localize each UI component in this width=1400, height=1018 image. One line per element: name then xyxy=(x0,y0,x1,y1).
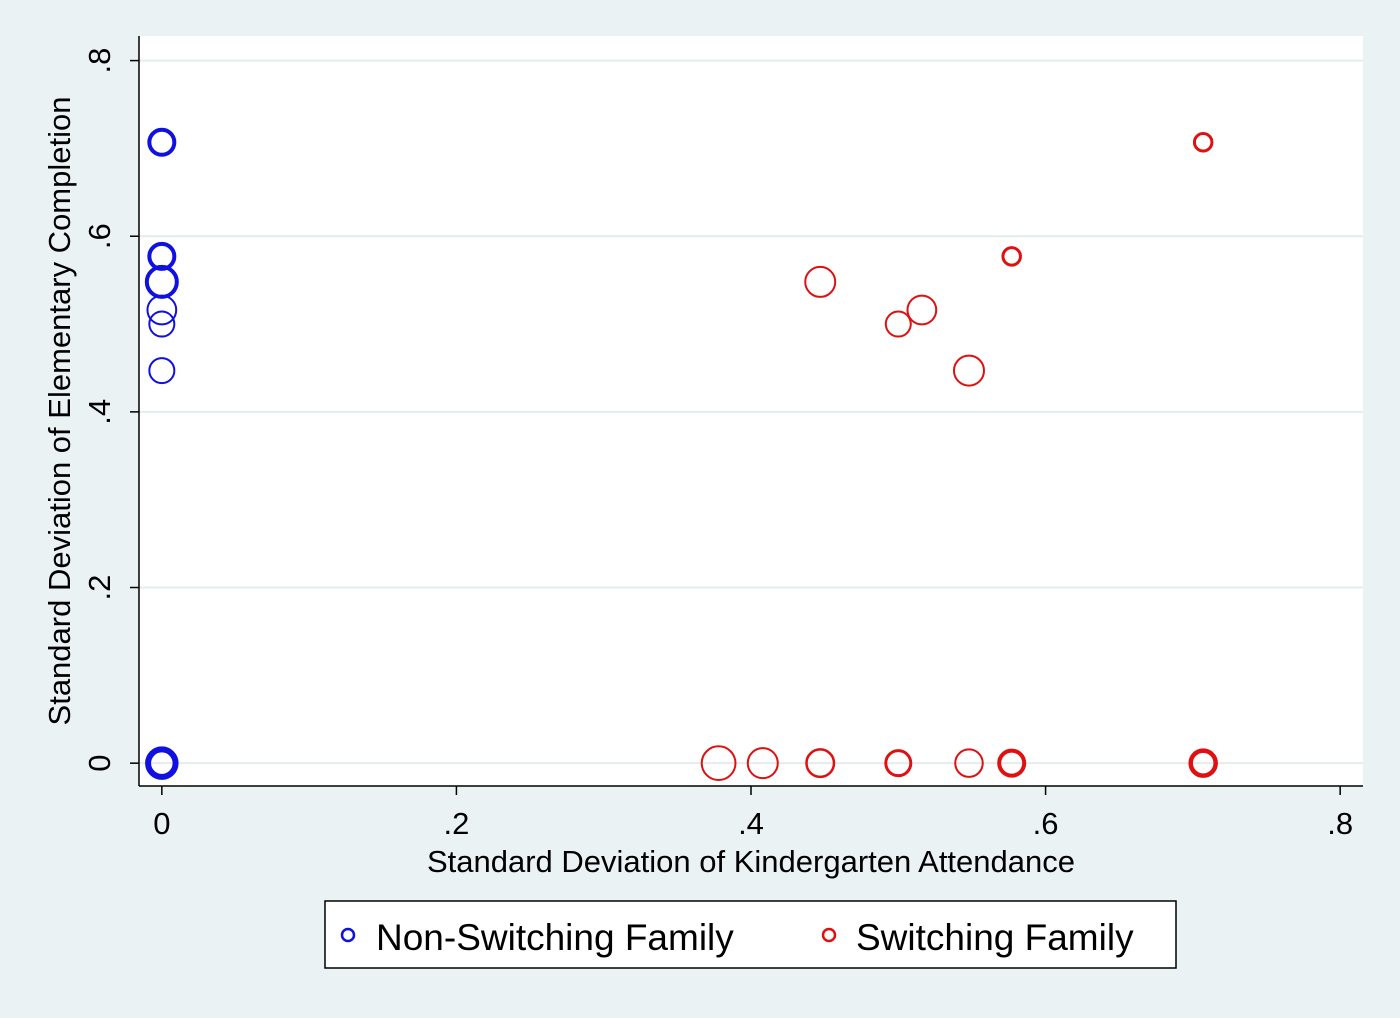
legend-label-non-switching: Non-Switching Family xyxy=(376,917,734,958)
data-point xyxy=(148,310,176,338)
data-point xyxy=(746,747,779,780)
data-point xyxy=(805,748,836,779)
data-point xyxy=(804,265,837,298)
x-axis-title: Standard Deviation of Kindergarten Atten… xyxy=(427,844,1075,879)
y-tick-label: 0 xyxy=(82,755,117,772)
data-point xyxy=(146,294,178,326)
data-point xyxy=(952,354,985,387)
series-switching xyxy=(700,132,1218,782)
data-point xyxy=(145,746,179,780)
data-point xyxy=(884,749,913,778)
data-point xyxy=(147,241,177,271)
x-tick-label: .4 xyxy=(738,806,764,841)
legend: Non-Switching Family Switching Family xyxy=(324,900,1177,969)
y-tick-label: .4 xyxy=(82,399,117,425)
data-point xyxy=(148,357,176,385)
data-point xyxy=(1001,246,1022,267)
legend-label-switching: Switching Family xyxy=(856,917,1134,958)
data-point xyxy=(1192,132,1214,153)
y-ticks: 0 .2 .4 .6 .8 xyxy=(82,48,139,772)
data-point xyxy=(700,745,737,782)
y-tick-label: .6 xyxy=(82,223,117,249)
legend-box xyxy=(324,900,1177,969)
data-point xyxy=(954,748,984,778)
data-point xyxy=(997,748,1027,778)
x-tick-label: .2 xyxy=(443,806,469,841)
data-point xyxy=(147,127,177,157)
x-ticks: 0 .2 .4 .6 .8 xyxy=(153,786,1353,841)
legend-marker-non-switching xyxy=(340,927,356,943)
x-tick-label: .6 xyxy=(1033,806,1059,841)
data-point xyxy=(144,264,179,299)
x-tick-label: .8 xyxy=(1327,806,1353,841)
data-point xyxy=(884,310,912,338)
data-point xyxy=(906,294,938,326)
y-tick-label: .8 xyxy=(82,48,117,74)
x-tick-label: 0 xyxy=(153,806,170,841)
y-axis-title: Standard Deviation of Elementary Complet… xyxy=(42,97,77,726)
data-point xyxy=(1188,748,1218,778)
gridlines xyxy=(139,59,1363,765)
data-points xyxy=(144,127,1218,782)
series-non-switching xyxy=(144,127,179,780)
y-tick-label: .2 xyxy=(82,575,117,601)
legend-marker-switching xyxy=(821,927,837,943)
